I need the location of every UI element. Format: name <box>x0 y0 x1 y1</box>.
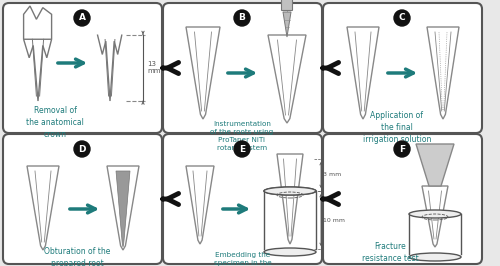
Circle shape <box>74 141 90 157</box>
Text: Embedding the
specimen in the
self-curing acrylic
block: Embedding the specimen in the self-curin… <box>211 252 275 266</box>
FancyBboxPatch shape <box>163 3 322 133</box>
Polygon shape <box>416 144 454 186</box>
Circle shape <box>74 10 90 26</box>
Polygon shape <box>268 35 306 123</box>
Text: Instrumentation
of the roots using
ProTaper NiTi
rotary system: Instrumentation of the roots using ProTa… <box>210 121 274 151</box>
Text: Application of
the final
irrigation solution: Application of the final irrigation solu… <box>363 111 431 144</box>
Polygon shape <box>427 27 459 119</box>
Polygon shape <box>107 166 139 250</box>
Text: 10 mm: 10 mm <box>323 218 345 222</box>
Text: Fracture
resistance test: Fracture resistance test <box>362 242 418 263</box>
Text: A: A <box>78 14 86 23</box>
Ellipse shape <box>264 248 316 256</box>
FancyBboxPatch shape <box>3 134 162 264</box>
Text: B: B <box>238 14 246 23</box>
Ellipse shape <box>409 253 461 261</box>
Polygon shape <box>422 186 448 247</box>
Polygon shape <box>347 27 379 119</box>
FancyBboxPatch shape <box>323 3 482 133</box>
Text: E: E <box>239 144 245 153</box>
Text: 13
mm: 13 mm <box>147 61 160 74</box>
Text: D: D <box>78 144 86 153</box>
Circle shape <box>394 141 410 157</box>
Ellipse shape <box>264 187 316 195</box>
FancyBboxPatch shape <box>323 134 482 264</box>
Ellipse shape <box>409 210 461 218</box>
Polygon shape <box>186 27 220 119</box>
Circle shape <box>234 10 250 26</box>
Text: 3 mm: 3 mm <box>323 172 341 177</box>
FancyBboxPatch shape <box>3 3 162 133</box>
Circle shape <box>394 10 410 26</box>
FancyBboxPatch shape <box>282 0 292 10</box>
FancyBboxPatch shape <box>163 134 322 264</box>
Text: Removal of
the anatomical
crown: Removal of the anatomical crown <box>26 106 84 139</box>
Polygon shape <box>277 154 303 244</box>
Polygon shape <box>116 171 130 247</box>
Circle shape <box>234 141 250 157</box>
Ellipse shape <box>264 187 316 195</box>
Polygon shape <box>283 12 291 37</box>
Text: Obturation of the
prepared root
canal space: Obturation of the prepared root canal sp… <box>44 247 110 266</box>
Polygon shape <box>186 166 214 244</box>
Text: C: C <box>398 14 406 23</box>
Text: F: F <box>399 144 405 153</box>
Polygon shape <box>27 166 59 250</box>
